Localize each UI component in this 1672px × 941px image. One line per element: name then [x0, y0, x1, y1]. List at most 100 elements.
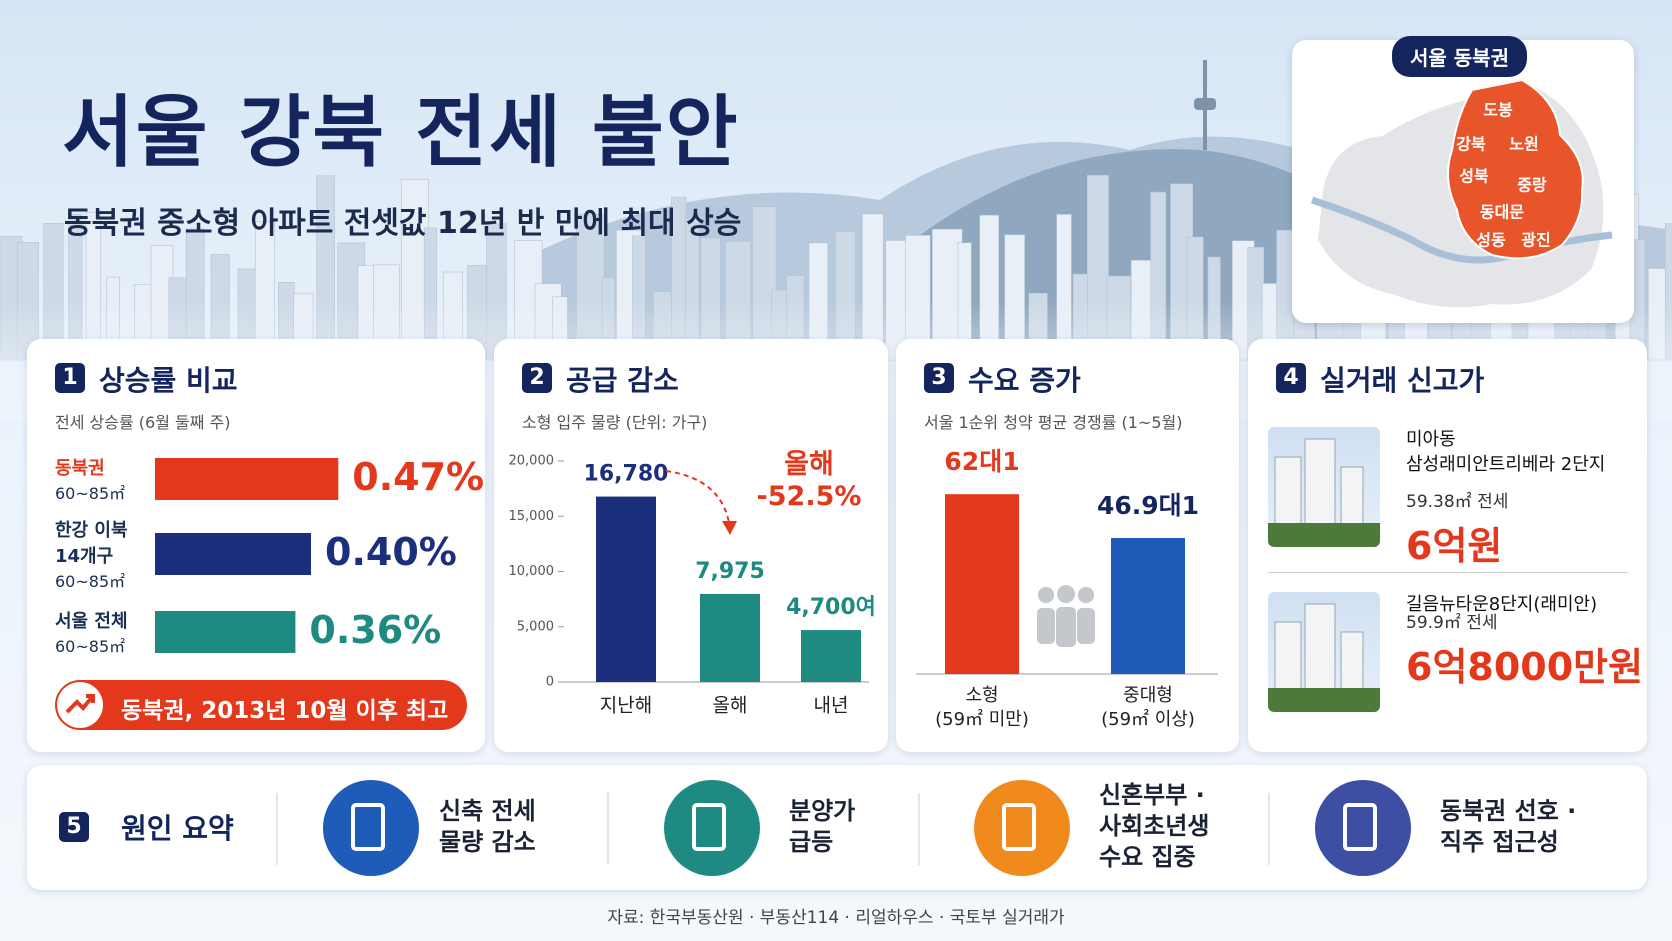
bar — [801, 630, 861, 682]
district-label: 성북 — [1459, 167, 1489, 186]
x-tick-label: 내년 — [814, 695, 849, 717]
icon — [65, 694, 95, 714]
building — [1664, 223, 1672, 361]
bar — [1111, 537, 1185, 674]
y-tick-label: 20,000 — [509, 454, 555, 469]
panel-title: 원인 요약 — [121, 812, 234, 845]
arrow — [665, 470, 731, 530]
x-tick-label: 중대형 (59㎡ 이상) — [1101, 685, 1195, 731]
bar — [945, 494, 1019, 674]
panel-subtitle: 전세 상승률 (6월 둘째 주) — [55, 413, 231, 432]
people-icon — [1077, 608, 1095, 644]
graphic: 62대1 46.9대1 — [916, 447, 1218, 675]
panel-subtitle: 서울 1순위 청약 평균 경쟁률 (1~5월) — [924, 413, 1183, 432]
badge: 5 — [59, 812, 89, 842]
bar — [155, 611, 296, 653]
badge: 2 — [522, 363, 552, 393]
y-tick-label: 5,000 — [517, 619, 554, 634]
panel-title: 실거래 신고가 — [1320, 364, 1485, 397]
value-label: 0.40% — [325, 530, 457, 574]
panel-title: 공급 감소 — [566, 364, 679, 397]
listing-price: 6억8000만원 — [1406, 645, 1644, 689]
category-label: 동북권 — [55, 458, 105, 479]
apartment-photo — [1268, 592, 1380, 712]
map-card: 도봉 강북 노원 성북 중랑 동대문 성동 광진 서울 동북권 — [1292, 36, 1634, 323]
badge: 1 — [55, 363, 85, 393]
graphic — [276, 780, 1411, 876]
cause-icon — [974, 780, 1070, 876]
district-label: 동대문 — [1480, 203, 1524, 222]
y-tick-label: 0 — [546, 675, 554, 690]
category-sublabel: 60~85㎡ — [55, 484, 126, 503]
divider — [1268, 572, 1628, 573]
listing-name: 미아동 삼성래미안트리베라 2단지 — [1406, 429, 1606, 476]
source: 자료: 한국부동산원 · 부동산114 · 리얼하우스 · 국토부 실거래가 — [607, 908, 1065, 928]
bar — [155, 533, 311, 575]
value-label: 16,780 — [584, 462, 669, 487]
arrowhead — [722, 521, 737, 535]
cause-icon — [1315, 780, 1411, 876]
category: 동북권 60~85㎡ — [55, 454, 125, 504]
note-banner: 동북권, 2013년 10월 이후 최고 — [55, 680, 467, 730]
panel-title: 수요 증가 — [968, 364, 1081, 397]
listing-detail: 59.38㎡ 전세 — [1406, 492, 1509, 512]
trees — [1268, 688, 1380, 712]
badge: 3 — [924, 363, 954, 393]
district-label: 광진 — [1521, 231, 1550, 250]
cause-icon — [1002, 803, 1036, 851]
district-label: 중랑 — [1517, 176, 1547, 195]
graphic — [1268, 438, 1380, 547]
cause-icon — [351, 803, 385, 851]
panel-subtitle: 소형 입주 물량 (단위: 가구) — [522, 413, 708, 432]
cause-icon — [323, 780, 419, 876]
cause-icon — [664, 780, 760, 876]
value-label: 0.36% — [309, 608, 442, 652]
graphic — [155, 458, 339, 653]
map-title: 서울 동북권 — [1392, 36, 1527, 77]
cause-text: 동북권 선호 · 직주 접근성 — [1440, 796, 1577, 856]
value-label: 46.9대1 — [1097, 491, 1199, 520]
value-label: 0.47% — [352, 455, 485, 499]
badge: 4 — [1276, 363, 1306, 393]
tower — [1194, 98, 1216, 110]
category-sublabel: 60~85㎡ — [55, 572, 126, 591]
district-label: 성동 — [1476, 231, 1506, 250]
annotation: 올해 -52.5% — [756, 449, 862, 513]
listing-detail: 59.9㎡ 전세 — [1406, 613, 1498, 633]
y-tick-label: 10,000 — [509, 564, 555, 579]
people-icon — [1037, 586, 1055, 604]
listing-price: 6억원 — [1406, 524, 1503, 568]
bar — [155, 458, 339, 500]
trees — [1268, 523, 1380, 547]
panel: 5 원인 요약 신축 전세 물량 감소 분양가 급등 신혼부부 · 사회초년생 수요 집… — [27, 765, 1647, 890]
district-label: 노원 — [1509, 135, 1538, 154]
cause-icon — [1343, 803, 1377, 851]
cause-icon — [692, 803, 726, 851]
northeast-region — [1447, 78, 1584, 260]
graphic — [1268, 603, 1380, 712]
listing-name: 길음뉴타운8단지(래미안) — [1406, 594, 1598, 615]
bar — [700, 593, 760, 682]
value-label: 4,700여 — [786, 595, 876, 620]
graphic — [57, 682, 103, 728]
apartment-photo — [1268, 427, 1380, 547]
cause-text: 신축 전세 물량 감소 — [439, 796, 536, 856]
people-icon — [1037, 608, 1055, 644]
category-label: 한강 이북 14개구 — [55, 520, 128, 567]
category-label: 서울 전체 — [55, 611, 128, 632]
x-tick-label: 올해 — [713, 695, 748, 717]
x-tick-label: 지난해 — [600, 695, 652, 717]
district-label: 도봉 — [1483, 101, 1513, 120]
category: 한강 이북 14개구 60~85㎡ — [55, 516, 128, 592]
x-tick-label: 소형 (59㎡ 미만) — [935, 685, 1029, 731]
panel-title: 상승률 비교 — [99, 364, 238, 397]
people-icon — [1056, 607, 1076, 647]
value-label: 7,975 — [695, 559, 765, 584]
people-icon — [1057, 585, 1075, 603]
panel: 2 공급 감소 소형 입주 물량 (단위: 가구) 0 5,000 10,000 15,00… — [494, 339, 888, 752]
bar — [596, 496, 656, 682]
title: 서울 강북 전세 불안 — [62, 88, 740, 178]
